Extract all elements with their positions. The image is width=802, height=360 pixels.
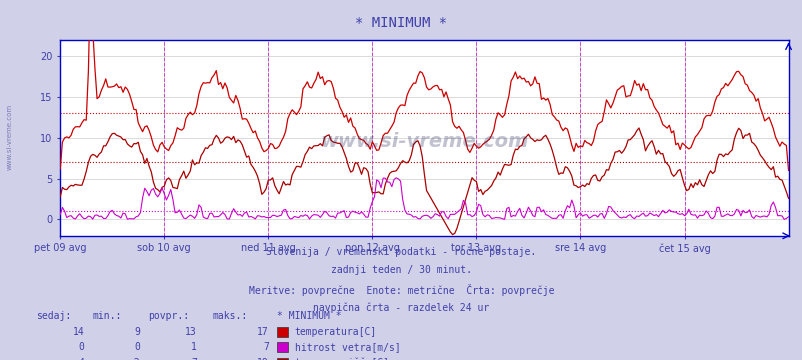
Text: sedaj:: sedaj:	[36, 311, 71, 321]
Text: 1: 1	[191, 342, 196, 352]
Text: 19: 19	[257, 358, 269, 360]
Text: 7: 7	[263, 342, 269, 352]
Text: Meritve: povprečne  Enote: metrične  Črta: povprečje: Meritve: povprečne Enote: metrične Črta:…	[249, 284, 553, 296]
Text: min.:: min.:	[92, 311, 122, 321]
Text: 9: 9	[135, 327, 140, 337]
Text: 7: 7	[191, 358, 196, 360]
Text: 17: 17	[257, 327, 269, 337]
Text: maks.:: maks.:	[213, 311, 248, 321]
Text: -2: -2	[128, 358, 140, 360]
Text: temp. rosišča[C]: temp. rosišča[C]	[294, 358, 388, 360]
Text: Slovenija / vremenski podatki - ročne postaje.: Slovenija / vremenski podatki - ročne po…	[266, 247, 536, 257]
Text: www.si-vreme.com: www.si-vreme.com	[6, 104, 12, 170]
Text: 14: 14	[72, 327, 84, 337]
Text: www.si-vreme.com: www.si-vreme.com	[320, 132, 528, 151]
Text: hitrost vetra[m/s]: hitrost vetra[m/s]	[294, 342, 400, 352]
Text: * MINIMUM *: * MINIMUM *	[277, 311, 341, 321]
Text: povpr.:: povpr.:	[148, 311, 189, 321]
Text: temperatura[C]: temperatura[C]	[294, 327, 376, 337]
Text: * MINIMUM *: * MINIMUM *	[355, 16, 447, 30]
Text: 0: 0	[135, 342, 140, 352]
Text: navpična črta - razdelek 24 ur: navpična črta - razdelek 24 ur	[313, 303, 489, 313]
Text: 4: 4	[79, 358, 84, 360]
Text: 0: 0	[79, 342, 84, 352]
Text: 13: 13	[184, 327, 196, 337]
Text: zadnji teden / 30 minut.: zadnji teden / 30 minut.	[330, 265, 472, 275]
